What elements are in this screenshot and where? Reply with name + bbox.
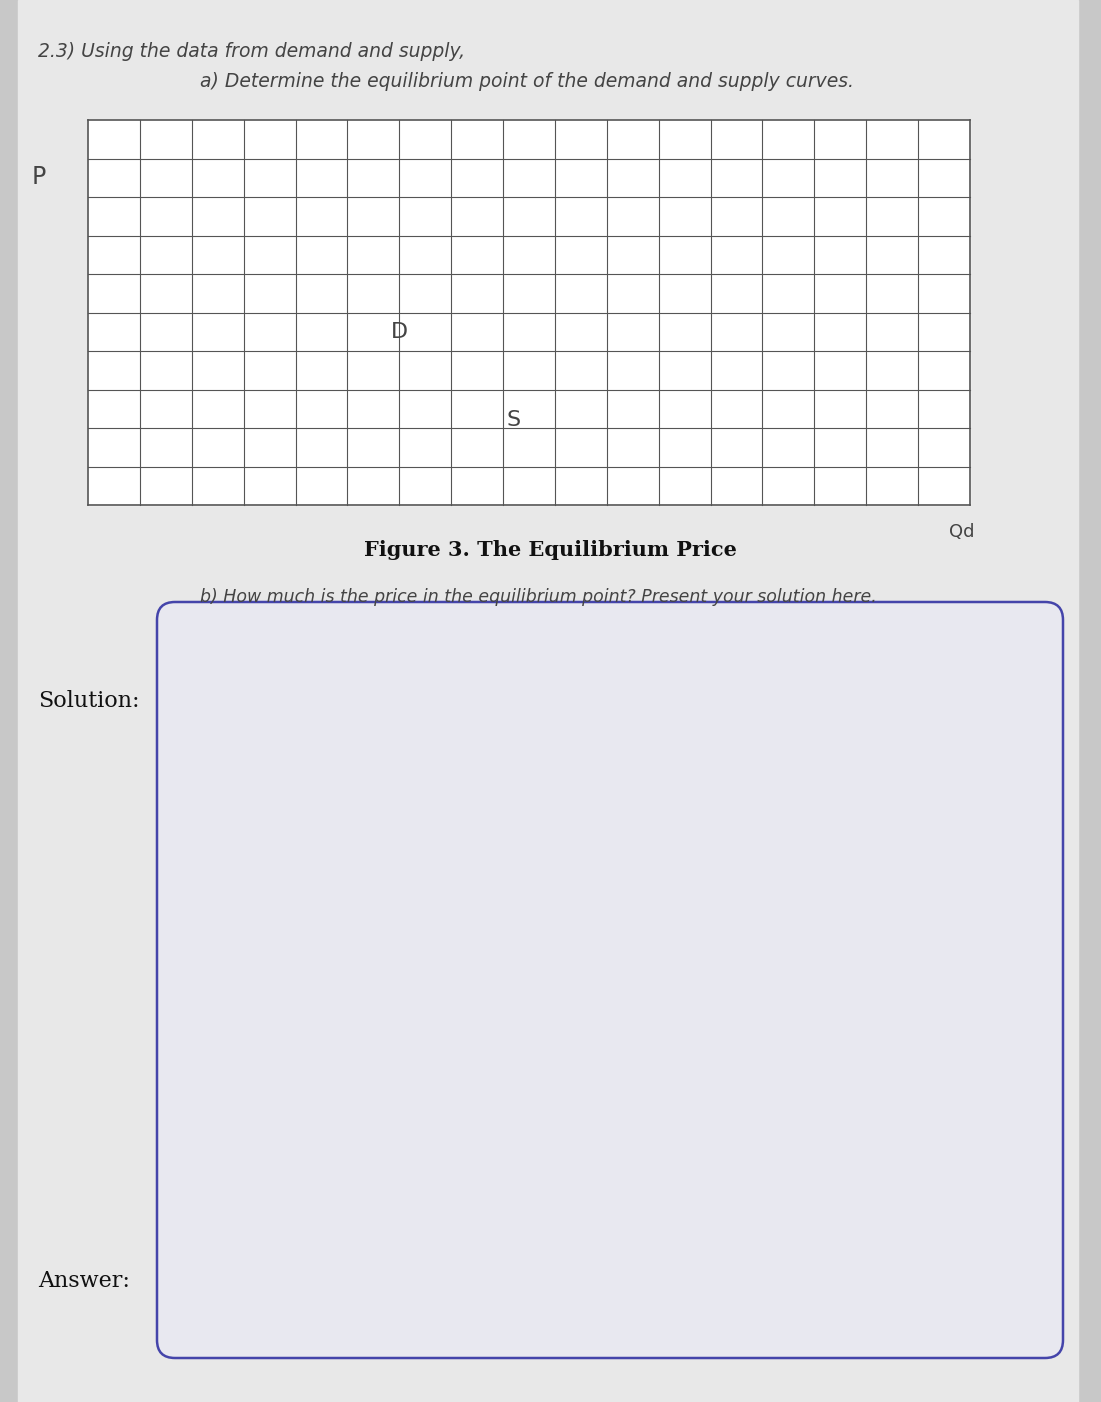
FancyBboxPatch shape [157,601,1062,1359]
Text: Figure 3. The Equilibrium Price: Figure 3. The Equilibrium Price [363,540,737,559]
Text: 2.3) Using the data from demand and supply,: 2.3) Using the data from demand and supp… [39,42,465,62]
Text: D: D [391,321,407,342]
Text: a) Determine the equilibrium point of the demand and supply curves.: a) Determine the equilibrium point of th… [200,72,854,91]
Text: Answer:: Answer: [39,1270,130,1293]
Bar [88,121,970,505]
Text: Qd: Qd [948,523,974,541]
Text: Solution:: Solution: [39,690,140,712]
Text: b) How much is the price in the equilibrium point? Present your solution here.: b) How much is the price in the equilibr… [200,587,876,606]
Text: P: P [32,165,46,189]
Text: S: S [506,411,521,430]
